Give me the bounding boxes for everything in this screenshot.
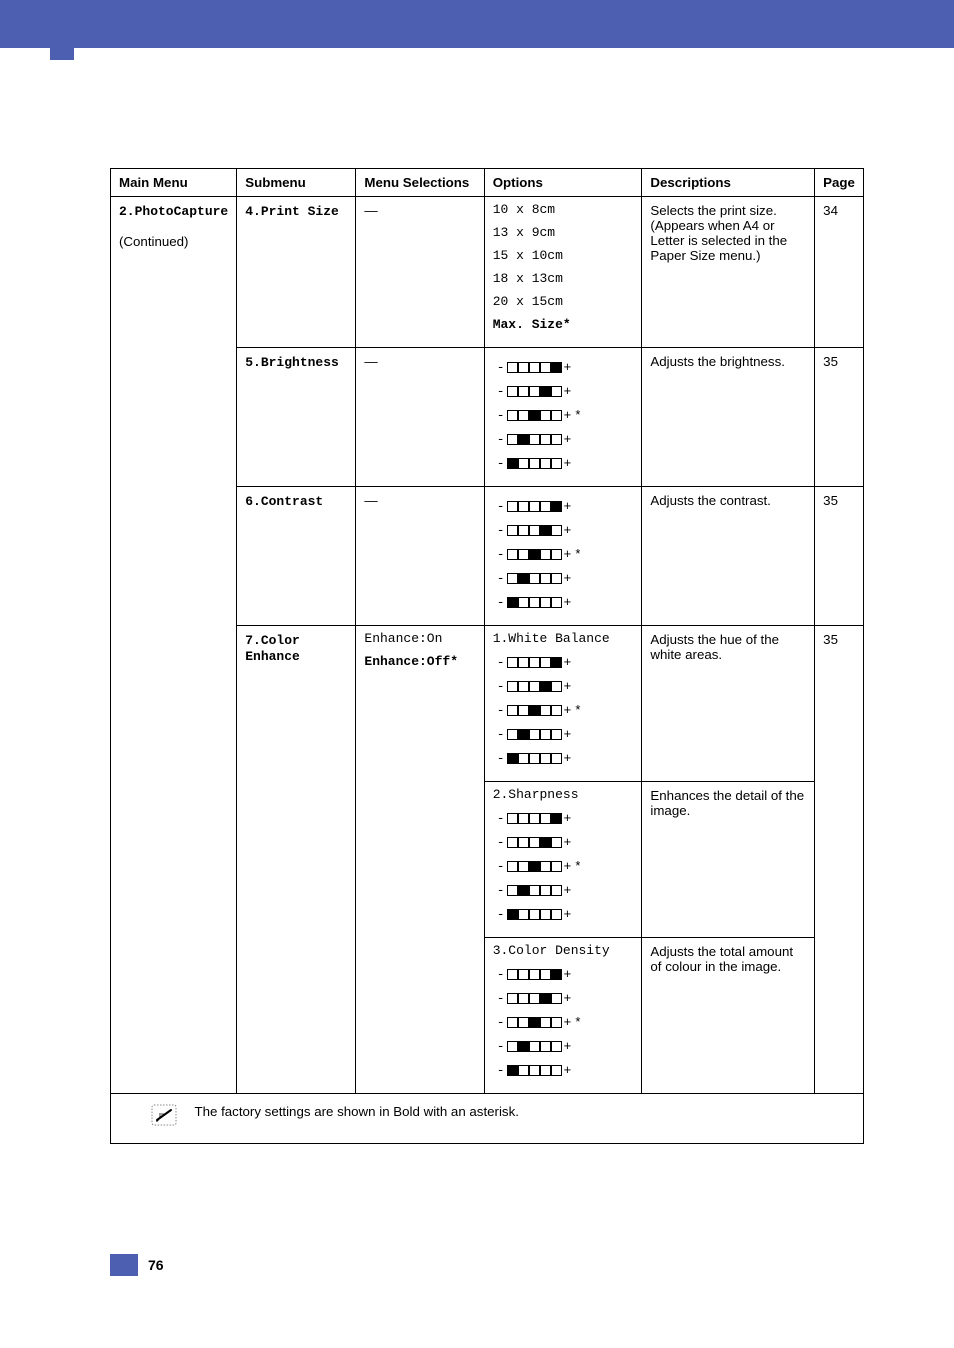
note-icon bbox=[151, 1104, 177, 1129]
cell-desc-printsize: Selects the print size. (Appears when A4… bbox=[642, 197, 815, 348]
slider-level: -+ bbox=[493, 991, 634, 1005]
col-header-main: Main Menu bbox=[111, 169, 237, 197]
footnote-text: The factory settings are shown in Bold w… bbox=[194, 1104, 518, 1119]
cell-main-menu: 2.PhotoCapture (Continued) bbox=[111, 197, 237, 1094]
col-header-options: Options bbox=[484, 169, 642, 197]
cell-opt-brightness: -+ -+ -+* -+ -+ bbox=[484, 348, 642, 487]
cell-desc-wb: Adjusts the hue of the white areas. bbox=[642, 625, 815, 781]
cell-desc-brightness: Adjusts the brightness. bbox=[642, 348, 815, 487]
cell-sel-contrast: — bbox=[356, 486, 484, 625]
cell-opt-density: 3.Color Density -+ -+ -+* -+ -+ bbox=[484, 937, 642, 1093]
cell-opt-sharpness: 2.Sharpness -+ -+ -+* -+ -+ bbox=[484, 781, 642, 937]
main-menu-continued: (Continued) bbox=[119, 234, 188, 249]
option-size-2: 15 x 10cm bbox=[493, 249, 634, 262]
cell-desc-sharp: Enhances the detail of the image. bbox=[642, 781, 815, 937]
slider-level: -+* bbox=[493, 859, 634, 873]
cell-page-contrast: 35 bbox=[815, 486, 864, 625]
page-body: Main Menu Submenu Menu Selections Option… bbox=[0, 48, 954, 1276]
cell-sel-brightness: — bbox=[356, 348, 484, 487]
dash: — bbox=[364, 203, 377, 218]
slider-level: -+ bbox=[493, 967, 634, 981]
slider-level: -+ bbox=[493, 595, 634, 609]
cell-page-colorenhance: 35 bbox=[815, 625, 864, 1093]
row-print-size: 2.PhotoCapture (Continued) 4.Print Size … bbox=[111, 197, 864, 348]
option-size-max: Max. Size* bbox=[493, 318, 634, 331]
slider-level: -+ bbox=[493, 432, 634, 446]
option-size-4: 20 x 15cm bbox=[493, 295, 634, 308]
option-size-3: 18 x 13cm bbox=[493, 272, 634, 285]
row-footnote: The factory settings are shown in Bold w… bbox=[111, 1093, 864, 1143]
col-header-descriptions: Descriptions bbox=[642, 169, 815, 197]
slider-level: -+ bbox=[493, 727, 634, 741]
submenu-print-size: 4.Print Size bbox=[245, 204, 339, 219]
slider-level: -+ bbox=[493, 360, 634, 374]
cell-desc-density: Adjusts the total amount of colour in th… bbox=[642, 937, 815, 1093]
opt-label-density: 3.Color Density bbox=[493, 944, 634, 957]
page-footer: 76 bbox=[110, 1254, 864, 1276]
option-size-1: 13 x 9cm bbox=[493, 226, 634, 239]
col-header-submenu: Submenu bbox=[237, 169, 356, 197]
slider-level: -+ bbox=[493, 1039, 634, 1053]
cell-page-printsize: 34 bbox=[815, 197, 864, 348]
slider-level: -+ bbox=[493, 883, 634, 897]
slider-level: -+* bbox=[493, 547, 634, 561]
col-header-selections: Menu Selections bbox=[356, 169, 484, 197]
sel-enhance-off: Enhance:Off* bbox=[364, 655, 475, 668]
header-band bbox=[0, 0, 954, 48]
submenu-contrast: 6.Contrast bbox=[245, 494, 323, 509]
slider-level: -+ bbox=[493, 384, 634, 398]
page-tab bbox=[110, 1254, 138, 1276]
col-header-page: Page bbox=[815, 169, 864, 197]
slider-level: -+ bbox=[493, 835, 634, 849]
cell-sel-colorenhance: Enhance:On Enhance:Off* bbox=[356, 625, 484, 1093]
dash: — bbox=[364, 493, 377, 508]
cell-opt-contrast: -+ -+ -+* -+ -+ bbox=[484, 486, 642, 625]
opt-label-sharp: 2.Sharpness bbox=[493, 788, 634, 801]
slider-level: -+* bbox=[493, 408, 634, 422]
opt-label-wb: 1.White Balance bbox=[493, 632, 634, 645]
dash: — bbox=[364, 354, 377, 369]
page-number: 76 bbox=[148, 1257, 164, 1273]
submenu-color-enhance: 7.Color Enhance bbox=[245, 633, 300, 664]
slider-level: -+* bbox=[493, 1015, 634, 1029]
sel-enhance-on: Enhance:On bbox=[364, 632, 475, 645]
slider-level: -+ bbox=[493, 655, 634, 669]
slider-level: -+ bbox=[493, 456, 634, 470]
main-menu-label: 2.PhotoCapture bbox=[119, 204, 228, 219]
cell-submenu-printsize: 4.Print Size bbox=[237, 197, 356, 348]
slider-level: -+* bbox=[493, 703, 634, 717]
cell-submenu-colorenhance: 7.Color Enhance bbox=[237, 625, 356, 1093]
cell-desc-contrast: Adjusts the contrast. bbox=[642, 486, 815, 625]
slider-level: -+ bbox=[493, 679, 634, 693]
option-size-0: 10 x 8cm bbox=[493, 203, 634, 216]
cell-footnote: The factory settings are shown in Bold w… bbox=[111, 1093, 864, 1143]
cell-submenu-contrast: 6.Contrast bbox=[237, 486, 356, 625]
slider-level: -+ bbox=[493, 499, 634, 513]
submenu-brightness: 5.Brightness bbox=[245, 355, 339, 370]
cell-submenu-brightness: 5.Brightness bbox=[237, 348, 356, 487]
slider-level: -+ bbox=[493, 1063, 634, 1077]
slider-level: -+ bbox=[493, 907, 634, 921]
cell-opt-whitebalance: 1.White Balance -+ -+ -+* -+ -+ bbox=[484, 625, 642, 781]
slider-level: -+ bbox=[493, 811, 634, 825]
cell-sel-printsize: — bbox=[356, 197, 484, 348]
menu-table: Main Menu Submenu Menu Selections Option… bbox=[110, 168, 864, 1144]
slider-level: -+ bbox=[493, 571, 634, 585]
slider-level: -+ bbox=[493, 751, 634, 765]
slider-level: -+ bbox=[493, 523, 634, 537]
table-header-row: Main Menu Submenu Menu Selections Option… bbox=[111, 169, 864, 197]
cell-opt-printsize: 10 x 8cm 13 x 9cm 15 x 10cm 18 x 13cm 20… bbox=[484, 197, 642, 348]
cell-page-brightness: 35 bbox=[815, 348, 864, 487]
